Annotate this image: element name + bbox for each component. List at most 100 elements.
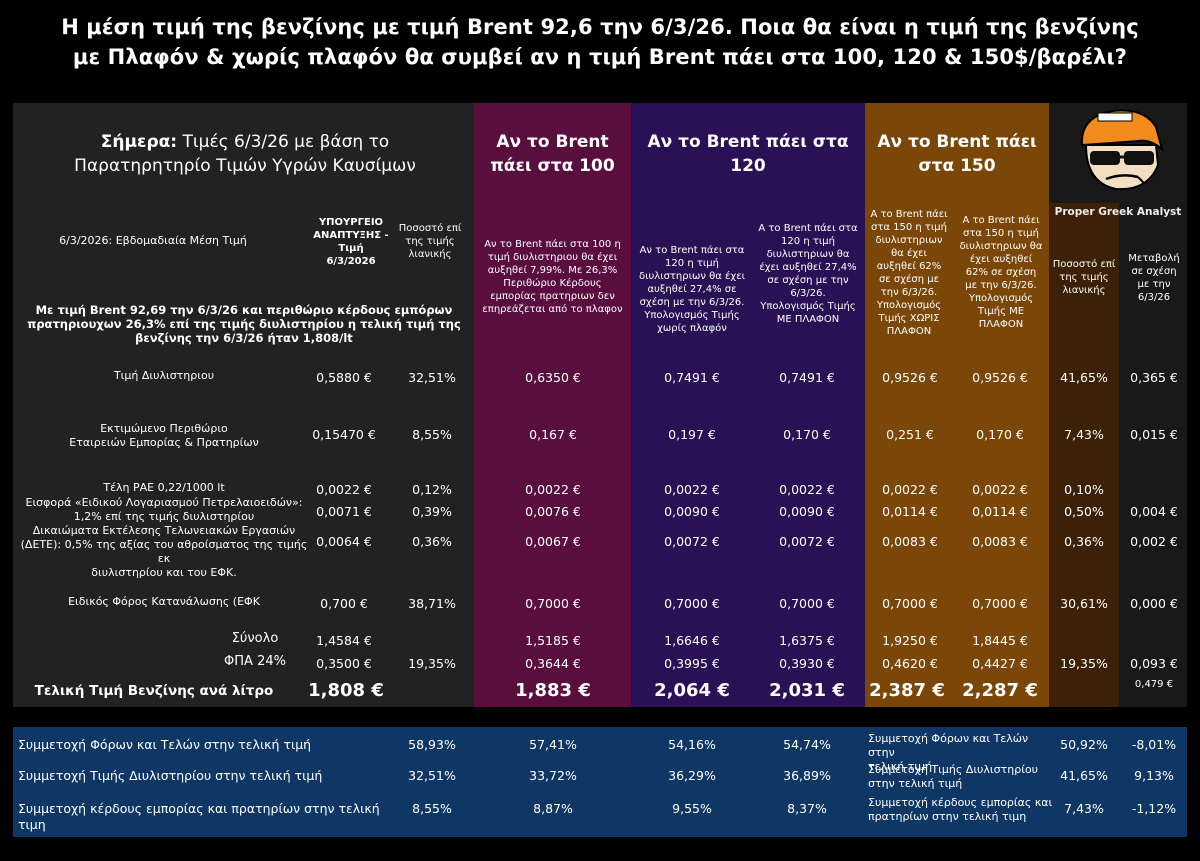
brent-150-cap-note: Α το Brent πάει στα 150 η τιμή διυλιστηριω… xyxy=(959,215,1043,330)
brand-label: Proper Greek Analyst xyxy=(1054,206,1182,218)
table-cell: 0,000 € xyxy=(1130,596,1178,611)
table-cell: 1,8445 € xyxy=(972,633,1028,648)
row-label: Εισφορά «Ειδικού Λογαριασμού Πετρελαιοει… xyxy=(25,496,303,523)
table-cell: 0,39% xyxy=(412,504,452,519)
table-cell: 19,35% xyxy=(1060,656,1108,671)
table-cell: 0,7000 € xyxy=(882,596,938,611)
final-price-value: 2,287 € xyxy=(962,680,1038,701)
table-cell: 30,61% xyxy=(1060,596,1108,611)
table-cell: 0,0071 € xyxy=(316,504,372,519)
summary-label-150: Συμμετοχή κέρδους εμπορίας και πρατηρίων … xyxy=(868,796,1053,823)
row-label: Τιμή Διυλιστηριου xyxy=(113,369,215,382)
table-cell: 32,51% xyxy=(408,370,456,385)
table-cell: 0,015 € xyxy=(1130,427,1178,442)
week-average-label: 6/3/2026: Εβδομαδιαία Μέση Τιμή xyxy=(59,234,247,247)
table-cell: 0,9526 € xyxy=(882,370,938,385)
row-label: Δικαιώματα Εκτέλεσης Τελωνειακών Εργασιώ… xyxy=(20,524,308,579)
brent-120-header: Αν το Brent πάει στα 120 xyxy=(647,132,849,176)
table-cell: 0,197 € xyxy=(668,427,716,442)
table-cell: 0,004 € xyxy=(1130,504,1178,519)
table-cell: 0,3930 € xyxy=(779,656,835,671)
table-cell: 0,0022 € xyxy=(664,482,720,497)
row-label: Σύνολο xyxy=(231,631,279,646)
summary-label: Συμμετοχή Φόρων και Τελών στην τελική τι… xyxy=(18,737,312,752)
table-cell: 0,0022 € xyxy=(882,482,938,497)
table-cell: 0,0114 € xyxy=(972,504,1028,519)
summary-label: Συμμετοχή κέρδους εμπορίας και πρατηρίων… xyxy=(18,801,380,832)
brent-150-header: Αν το Brent πάει στα 150 xyxy=(877,132,1037,176)
summary-value: 36,89% xyxy=(783,768,831,783)
table-cell: 0,36% xyxy=(412,534,452,549)
summary-band xyxy=(13,727,1187,837)
percent-150-label: Ποσοστό επί της τιμής λιανικής xyxy=(1052,259,1116,296)
summary-value: 54,16% xyxy=(668,737,716,752)
table-cell: 0,7000 € xyxy=(779,596,835,611)
summary-value: 33,72% xyxy=(529,768,577,783)
table-cell: 0,0067 € xyxy=(525,534,581,549)
table-cell: 0,50% xyxy=(1064,504,1104,519)
table-cell: 0,4427 € xyxy=(972,656,1028,671)
table-cell: 0,7000 € xyxy=(664,596,720,611)
table-cell: 1,6375 € xyxy=(779,633,835,648)
table-cell: 0,7000 € xyxy=(525,596,581,611)
table-cell: 8,55% xyxy=(412,427,452,442)
brent-100-column xyxy=(474,103,631,707)
table-cell: 0,700 € xyxy=(320,596,368,611)
summary-label: Συμμετοχή Τιμής Διυλιστηρίου στην τελική… xyxy=(18,768,323,783)
table-cell: 0,12% xyxy=(412,482,452,497)
row-label: Ειδικός Φόρος Κατανάλωσης (ΕΦΚ xyxy=(68,595,260,608)
summary-value: 32,51% xyxy=(408,768,456,783)
page-title: Η μέση τιμή της βενζίνης με τιμή Brent 9… xyxy=(61,15,1139,69)
final-price-value: 2,387 € xyxy=(869,680,945,701)
table-cell: 0,0114 € xyxy=(882,504,938,519)
brent-150-column xyxy=(865,103,1049,707)
table-cell: 1,9250 € xyxy=(882,633,938,648)
table-cell: 0,0083 € xyxy=(972,534,1028,549)
row-label: ΦΠΑ 24% xyxy=(224,654,286,669)
brent-120-column xyxy=(631,103,865,707)
table-cell: 0,4620 € xyxy=(882,656,938,671)
table-cell: 0,0064 € xyxy=(316,534,372,549)
row-label: Εκτιμώμενο Περιθώριο Εταιρειών Εμπορίας &… xyxy=(69,422,259,449)
summary-value: 58,93% xyxy=(408,737,456,752)
table-cell: 0,3644 € xyxy=(525,656,581,671)
table-cell: 0,5880 € xyxy=(316,370,372,385)
table-cell: 0,167 € xyxy=(529,427,577,442)
table-cell: 1,4584 € xyxy=(316,633,372,648)
table-cell: 0,9526 € xyxy=(972,370,1028,385)
table-cell: 0,7491 € xyxy=(779,370,835,385)
table-cell: 0,0076 € xyxy=(525,504,581,519)
table-cell: 0,093 € xyxy=(1130,656,1178,671)
change-label: Μεταβολή σε σχέση με την 6/3/26 xyxy=(1128,253,1180,303)
table-cell: 1,6646 € xyxy=(664,633,720,648)
brent-100-note: Αν το Brent πάει στα 100 η τιμή διυλιστηρ… xyxy=(482,239,623,315)
summary-percent: 41,65% xyxy=(1060,768,1108,783)
today-column xyxy=(13,103,474,707)
table-cell: 0,0072 € xyxy=(664,534,720,549)
brent-150-no-cap-note: Α το Brent πάει στα 150 η τιμή διυλιστηριω… xyxy=(870,209,948,337)
table-cell: 0,0022 € xyxy=(525,482,581,497)
table-cell: 7,43% xyxy=(1064,427,1104,442)
intro-note: Με τιμή Brent 92,69 την 6/3/26 και περιθ… xyxy=(27,303,461,345)
final-price-value: 1,883 € xyxy=(515,680,591,701)
mascot-logo xyxy=(1080,109,1164,191)
table-cell: 0,0022 € xyxy=(972,482,1028,497)
table-cell: 1,5185 € xyxy=(525,633,581,648)
ministry-label: ΥΠΟΥΡΓΕΙΟ ΑΝΑΠΤΥΞΗΣ - Τιμή 6/3/2026 xyxy=(313,217,389,267)
final-price-label: Τελική Τιμή Βενζίνης ανά λίτρο xyxy=(34,683,274,699)
table-cell: 0,170 € xyxy=(976,427,1024,442)
row-label: Τέλη ΡΑΕ 0,22/1000 lt xyxy=(103,481,225,494)
summary-value: 57,41% xyxy=(529,737,577,752)
final-price-value: 1,808 € xyxy=(308,680,384,701)
table-cell: 0,0022 € xyxy=(779,482,835,497)
today-header: Σήμερα: Τιμές 6/3/26 με βάση το Παρατηρη… xyxy=(74,132,416,176)
retail-percent-label: Ποσοστό επί της τιμής λιανικής xyxy=(398,223,462,260)
summary-label-150: Συμμετοχή Τιμής Διυλιστηρίου στην τελική … xyxy=(868,763,1039,790)
table-cell: 19,35% xyxy=(408,656,456,671)
table-cell: 0,002 € xyxy=(1130,534,1178,549)
summary-value: 9,55% xyxy=(672,801,712,816)
table-cell: 0,0072 € xyxy=(779,534,835,549)
table-cell: 0,10% xyxy=(1064,482,1104,497)
percent-150-column xyxy=(1049,203,1119,707)
summary-label-150: Συμμετοχή Φόρων και Τελών στην τελική τιμ… xyxy=(868,732,1029,773)
